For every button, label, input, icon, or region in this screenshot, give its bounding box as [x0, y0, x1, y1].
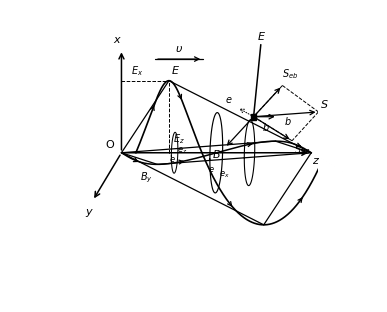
Text: e: e — [170, 155, 175, 164]
Text: x: x — [113, 35, 120, 45]
Text: E: E — [257, 32, 264, 42]
Text: e: e — [209, 165, 214, 174]
Text: $E_x$: $E_x$ — [131, 65, 143, 78]
Text: $E_z$: $E_z$ — [173, 133, 184, 146]
Text: e: e — [226, 95, 232, 105]
Text: $S_{eb}$: $S_{eb}$ — [283, 67, 299, 81]
Text: z: z — [312, 156, 319, 166]
Text: B: B — [212, 150, 220, 160]
Text: υ: υ — [176, 44, 182, 54]
Text: $B_y$: $B_y$ — [140, 170, 152, 185]
Text: b: b — [285, 117, 291, 127]
Text: $S_{EB}$: $S_{EB}$ — [295, 143, 311, 157]
Text: E: E — [171, 66, 178, 76]
Bar — [251, 114, 257, 119]
Text: $e_z$: $e_z$ — [177, 145, 187, 156]
Text: $e_x$: $e_x$ — [219, 169, 229, 180]
Text: y: y — [86, 207, 92, 217]
Text: b: b — [262, 123, 269, 133]
Text: S: S — [321, 100, 328, 110]
Text: O: O — [106, 140, 114, 150]
